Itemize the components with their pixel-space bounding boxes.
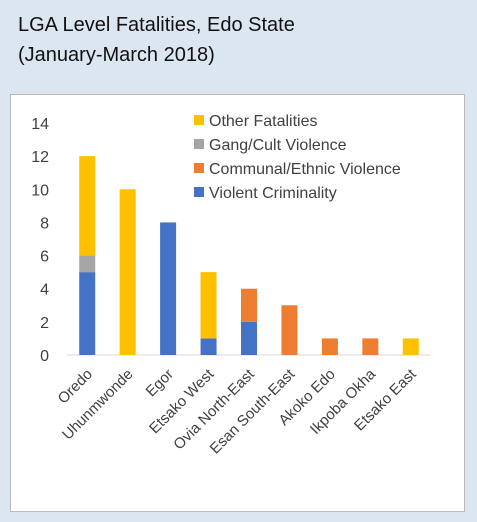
bar-segment — [241, 288, 257, 322]
y-tick-label: 2 — [40, 315, 49, 332]
legend-swatch — [194, 139, 204, 149]
legend-swatch — [194, 115, 204, 125]
legend-label: Violent Criminality — [209, 185, 337, 202]
y-tick-label: 14 — [31, 116, 49, 133]
chart-title-line-1: LGA Level Fatalities, Edo State — [18, 14, 295, 36]
bar-segment — [281, 305, 298, 355]
y-tick-label: 10 — [31, 182, 49, 199]
chart-area: 0 2 4 6 8 10 12 14 Oredo Uhunmwonde Egor Etsako Wes… — [10, 94, 465, 512]
bar-segment — [200, 338, 217, 355]
bar-segment — [119, 189, 136, 355]
legend-swatch — [194, 187, 204, 197]
bar-segment — [362, 338, 379, 355]
chart-title-line-2: (January-March 2018) — [18, 44, 215, 66]
bar-segment — [79, 272, 96, 355]
y-tick-label: 0 — [40, 348, 49, 365]
y-tick-label: 8 — [40, 215, 49, 232]
y-tick-label: 12 — [31, 149, 49, 166]
x-category-label: Uhunmwonde — [59, 366, 136, 443]
bar-segment — [241, 321, 257, 355]
legend-label: Other Fatalities — [209, 113, 317, 130]
bar-segment — [79, 156, 96, 256]
legend-swatch — [194, 163, 204, 173]
legend-label: Gang/Cult Violence — [209, 137, 347, 154]
bar-segment — [79, 255, 96, 273]
bar-segment — [160, 222, 177, 355]
legend-label: Communal/Ethnic Violence — [209, 161, 401, 178]
chart-title: LGA Level Fatalities, Edo State (January… — [18, 10, 458, 70]
bar-segment — [402, 338, 419, 355]
y-tick-label: 6 — [40, 249, 49, 266]
bar-segment — [321, 338, 338, 355]
y-tick-label: 4 — [40, 282, 49, 299]
x-category-label: Egor — [143, 366, 177, 400]
bar-segment — [200, 272, 217, 339]
